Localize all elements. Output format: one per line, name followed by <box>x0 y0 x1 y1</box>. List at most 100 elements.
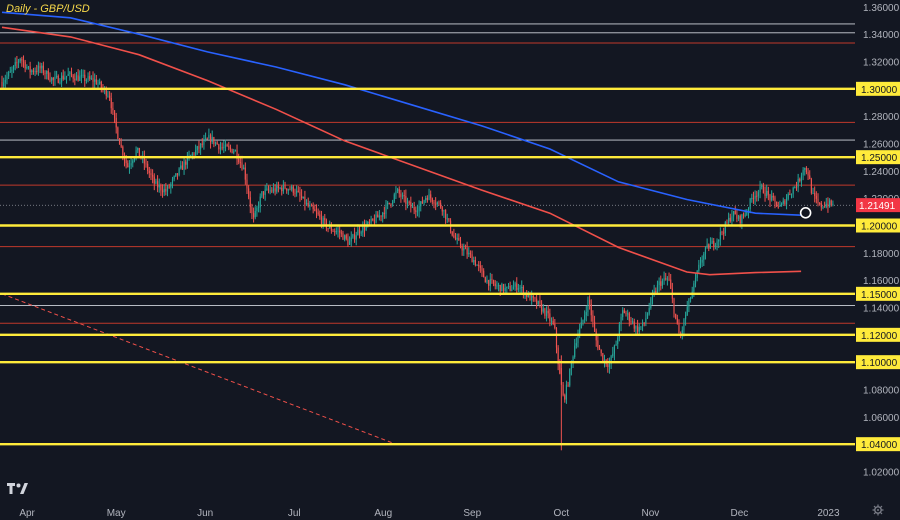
candle <box>544 308 546 316</box>
candle <box>701 259 703 263</box>
candle <box>481 267 483 271</box>
candle <box>620 317 622 325</box>
candle <box>574 345 576 357</box>
candle <box>54 76 56 80</box>
level-price-box <box>856 327 900 342</box>
candle <box>357 229 359 236</box>
candle <box>339 230 341 233</box>
candle <box>541 303 543 312</box>
candle <box>461 246 463 251</box>
candle <box>446 218 448 220</box>
candle <box>186 155 188 165</box>
candle <box>651 293 654 299</box>
candle <box>675 313 677 319</box>
candle <box>483 270 485 278</box>
current-price-label: 1.21491 <box>859 201 896 212</box>
y-tick-label: 1.12000 <box>861 331 898 342</box>
candle <box>125 159 127 164</box>
candle <box>112 108 114 111</box>
candle <box>57 76 59 83</box>
candle <box>332 230 334 232</box>
candle <box>6 76 8 80</box>
candle <box>13 65 15 70</box>
candle <box>453 235 455 238</box>
candle <box>723 232 725 234</box>
candle <box>372 218 374 221</box>
candle <box>325 220 327 229</box>
candle <box>693 283 695 292</box>
candle <box>764 193 766 196</box>
candle <box>256 207 258 211</box>
candle <box>370 218 372 223</box>
candle <box>239 162 241 164</box>
candle <box>506 286 508 288</box>
candle <box>802 169 804 176</box>
candle <box>353 234 356 240</box>
candle <box>817 198 819 204</box>
candle <box>44 72 46 74</box>
candle <box>41 65 43 69</box>
candle <box>602 353 604 362</box>
candle <box>405 196 407 204</box>
candle <box>383 212 385 214</box>
candle <box>820 203 822 208</box>
candle <box>403 195 405 197</box>
candle <box>608 363 611 368</box>
candle <box>521 286 523 288</box>
candle <box>228 146 230 148</box>
candle <box>617 337 619 344</box>
candle <box>415 210 417 212</box>
candle <box>84 74 86 81</box>
candle <box>729 217 731 222</box>
candle <box>95 79 97 84</box>
candle <box>622 310 624 318</box>
candle <box>666 278 668 280</box>
candle <box>809 175 811 180</box>
candle <box>625 313 627 315</box>
candle <box>152 175 154 177</box>
candle <box>737 215 740 219</box>
candle <box>347 238 349 245</box>
candle <box>694 277 697 284</box>
candle <box>411 207 414 209</box>
candle <box>97 83 99 85</box>
candle <box>418 206 420 212</box>
candle <box>539 300 541 304</box>
candle <box>79 76 81 81</box>
candle <box>17 61 20 63</box>
candle <box>180 165 182 169</box>
candle <box>522 286 524 295</box>
candle <box>781 203 783 206</box>
candle <box>224 144 227 148</box>
candle <box>349 241 351 245</box>
candle <box>615 343 617 346</box>
candle <box>213 137 215 144</box>
candle <box>673 298 675 314</box>
candle <box>698 264 700 271</box>
candle <box>233 151 235 153</box>
candle <box>476 264 478 266</box>
gear-icon[interactable] <box>872 504 884 516</box>
candle <box>309 205 311 207</box>
candle <box>282 184 284 192</box>
candle <box>590 303 592 316</box>
level-price-box <box>856 355 900 370</box>
candle <box>209 135 212 143</box>
candle <box>473 259 475 263</box>
candle <box>117 127 119 139</box>
candle <box>148 170 150 174</box>
candle <box>668 278 670 280</box>
candle <box>762 185 764 194</box>
candle <box>577 335 579 344</box>
candle <box>603 359 606 362</box>
candle <box>633 321 635 329</box>
candle <box>589 299 591 304</box>
candle <box>635 326 637 329</box>
candle <box>550 320 553 322</box>
y-tick-label: 1.20000 <box>861 222 898 233</box>
candle <box>517 288 519 290</box>
candle <box>257 207 260 209</box>
candle <box>358 229 361 234</box>
candle <box>243 167 245 170</box>
